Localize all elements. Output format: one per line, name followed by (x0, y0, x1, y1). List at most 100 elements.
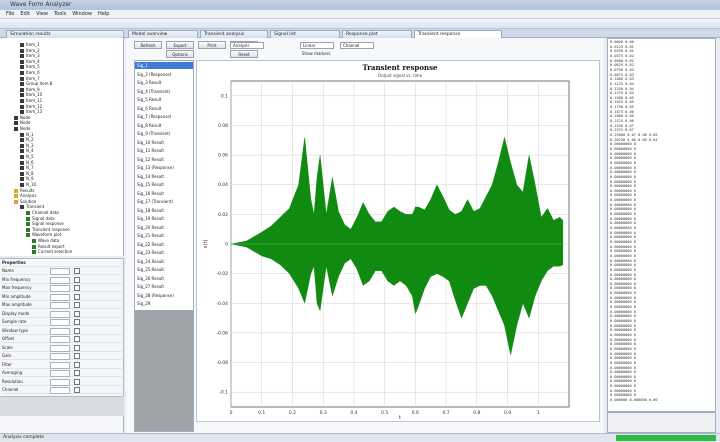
tree-item[interactable]: N_5 (20, 154, 34, 159)
property-value-field[interactable] (50, 361, 70, 369)
signal-list-item[interactable]: Sig_12 Result (137, 156, 164, 162)
tab-2[interactable]: Transient analysis (200, 30, 268, 38)
toolbar-select-1[interactable]: Linear (300, 42, 334, 49)
property-value-field[interactable] (50, 336, 70, 343)
tree-item[interactable]: Item_5 (20, 64, 40, 70)
property-checkbox[interactable] (74, 370, 80, 376)
signal-list-item[interactable]: Sig_4 (Transient) (137, 88, 171, 94)
show-markers-checkbox[interactable]: Show markers (302, 51, 331, 56)
menu-item-1[interactable]: Edit (20, 11, 31, 17)
property-value-field[interactable] (50, 285, 70, 292)
tree-item[interactable]: Transient (20, 204, 44, 210)
property-checkbox[interactable] (74, 361, 80, 368)
tree-item[interactable]: N_6 (20, 160, 34, 165)
signal-list-item[interactable]: Sig_8 Result (137, 122, 162, 128)
tree-item[interactable]: Group item 8 (20, 81, 52, 87)
toolbar-button-5[interactable]: Reset (230, 50, 258, 58)
data-output-panel[interactable]: 0.0000 0.00 0.0125 0.01 0.0250 0.01 0.03… (607, 38, 716, 412)
property-value-field[interactable] (50, 268, 70, 275)
menu-item-0[interactable]: File (6, 11, 15, 17)
tree-item[interactable]: Item_13 (20, 109, 42, 115)
tab-0[interactable]: Simulation results (6, 30, 124, 38)
signal-list-item[interactable]: Sig_17 (Transient) (137, 199, 173, 204)
menu-item-5[interactable]: Help (97, 11, 110, 17)
menu-item-2[interactable]: View (36, 11, 48, 17)
property-value-field[interactable] (50, 327, 70, 335)
signal-list-item[interactable]: Sig_27 Result (137, 284, 164, 289)
signal-list-item[interactable]: Sig_3 Result (137, 80, 162, 85)
signal-list-item[interactable]: Sig_7 (Response) (137, 114, 172, 119)
tree-item[interactable]: Signal data (26, 216, 55, 221)
tree-item[interactable]: N_3 (20, 143, 34, 148)
signal-list-item[interactable]: Sig_2 (Response) (137, 71, 172, 77)
property-value-field[interactable] (50, 370, 70, 377)
tree-item[interactable]: Item_11 (20, 98, 42, 103)
tree-item[interactable]: Wave data (32, 238, 59, 243)
tree-item[interactable]: N_1 (20, 132, 34, 137)
toolbar-button-1[interactable]: Export (166, 41, 194, 49)
tree-item[interactable]: Node (14, 120, 30, 126)
tree-item[interactable]: Item_9 (20, 87, 40, 92)
tree-item[interactable]: Item_10 (20, 92, 42, 98)
tab-1[interactable]: Model overview (128, 30, 198, 38)
tree-item[interactable]: Item_6 (20, 70, 40, 75)
toolbar-select-2[interactable]: Channel (340, 42, 374, 49)
property-checkbox[interactable] (74, 276, 80, 283)
property-checkbox[interactable] (74, 293, 80, 300)
property-checkbox[interactable] (74, 268, 80, 274)
signal-list-item[interactable]: Sig_20 Result (137, 224, 164, 230)
property-value-field[interactable] (50, 319, 70, 326)
signal-list-item[interactable]: Sig_28 (Response) (137, 292, 174, 298)
tree-item[interactable]: Item_2 (20, 48, 40, 53)
tree-item[interactable]: Analysis (14, 193, 36, 199)
tree-item[interactable]: Solution (14, 199, 36, 204)
tree-item[interactable]: Channel data (26, 210, 59, 215)
signal-list-item[interactable]: Sig_24 Result (137, 258, 164, 264)
tab-5[interactable]: Transient response (414, 30, 502, 38)
tree-item[interactable]: N_10 (20, 182, 36, 187)
tree-item[interactable]: N_2 (20, 137, 34, 143)
toolbar-button-4[interactable]: Options (166, 50, 194, 58)
signal-list-item[interactable]: Sig_22 Result (137, 241, 164, 247)
tree-item[interactable]: Result export (32, 244, 65, 249)
toolbar-button-0[interactable]: Refresh (134, 41, 162, 49)
tree-item[interactable]: N_7 (20, 165, 34, 171)
property-checkbox[interactable] (74, 378, 80, 385)
signal-list-item[interactable]: Sig_11 Result (137, 148, 164, 153)
tree-item[interactable]: N_4 (20, 148, 34, 154)
signal-list-item[interactable]: Sig_26 Result (137, 275, 164, 281)
tree-item[interactable]: Signal response (26, 221, 64, 227)
property-checkbox[interactable] (74, 336, 80, 342)
signal-list-item[interactable]: Sig_9 (Transient) (137, 131, 171, 136)
waveform-chart[interactable]: 0 0.1 0.2 0.3 0.4 0.5 0.6 0.7 0.8 0.9 1 -0.1 -0.08 -0… (196, 60, 600, 422)
tree-item[interactable]: Node (14, 126, 30, 131)
menu-item-3[interactable]: Tools (53, 11, 67, 17)
tree-item[interactable]: Transient response (26, 227, 70, 232)
tree-item[interactable]: Node (14, 115, 30, 120)
tab-4[interactable]: Response plot (342, 30, 412, 38)
signal-list-item[interactable]: Sig_23 Result (137, 250, 164, 255)
tab-3[interactable]: Signal list (270, 30, 340, 38)
signal-list-item[interactable]: Sig_6 Result (137, 105, 162, 111)
property-value-field[interactable] (50, 378, 70, 386)
property-value-field[interactable] (50, 310, 70, 318)
property-value-field[interactable] (50, 302, 70, 309)
tree-item[interactable]: Item_12 (20, 104, 42, 109)
tree-item[interactable]: N_9 (20, 176, 34, 182)
property-value-field[interactable] (50, 387, 70, 394)
toolbar-button-2[interactable]: Print (198, 41, 226, 49)
tree-item[interactable]: Item_7 (20, 76, 40, 81)
signal-list-item[interactable]: Sig_14 Result (137, 173, 164, 179)
property-checkbox[interactable] (74, 285, 80, 291)
signal-list-item[interactable]: Sig_10 Result (137, 139, 164, 145)
property-value-field[interactable] (50, 276, 70, 284)
signal-list-item[interactable]: Sig_25 Result (137, 267, 164, 272)
tree-item[interactable]: Item_4 (20, 59, 40, 64)
tree-item[interactable]: Current selection (32, 249, 72, 255)
signal-list-item[interactable]: Sig_21 Result (137, 233, 164, 238)
model-tree[interactable]: Item_1 Item_2 Item_3 Item_4 Item_5 Item_6 Item… (0, 38, 124, 256)
property-checkbox[interactable] (74, 344, 80, 351)
property-checkbox[interactable] (74, 310, 80, 317)
signal-list-item[interactable]: Sig_29 (137, 301, 151, 306)
toolbar-select-0[interactable]: Analysis (230, 42, 264, 49)
